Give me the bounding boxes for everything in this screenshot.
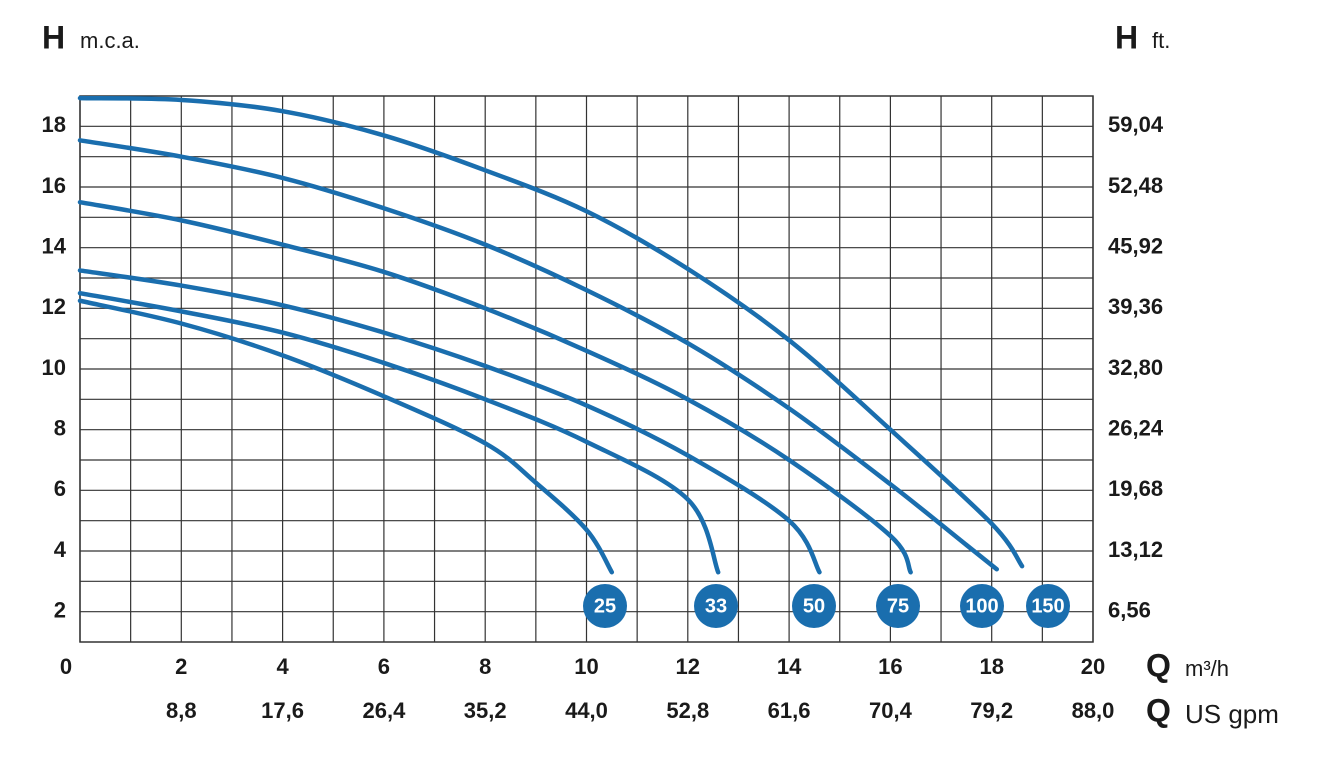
y-tick-label: 4	[54, 537, 67, 562]
x-tick-label: 2	[175, 654, 187, 679]
y2-tick-label: 52,48	[1108, 173, 1163, 198]
y2-tick-label: 39,36	[1108, 294, 1163, 319]
curve	[77, 290, 721, 575]
x-tick-label: 0	[60, 654, 72, 679]
x2-tick-label: 88,0	[1072, 698, 1115, 723]
x-tick-label: 18	[979, 654, 1003, 679]
y2-tick-label: 26,24	[1108, 415, 1164, 440]
x-tick-label: 12	[676, 654, 700, 679]
x2-tick-label: 17,6	[261, 698, 304, 723]
y2-axis-unit: ft.	[1152, 28, 1170, 53]
x2-axis-unit: US gpm	[1185, 699, 1279, 729]
y-axis-unit: m.c.a.	[80, 28, 140, 53]
y-tick-label: 14	[42, 233, 67, 258]
curve	[77, 298, 615, 575]
x2-tick-label: 26,4	[362, 698, 406, 723]
y-tick-label: 6	[54, 476, 66, 501]
y2-tick-label: 59,04	[1108, 112, 1164, 137]
curve-label: 100	[965, 595, 998, 617]
curve-label: 33	[705, 595, 727, 617]
y-tick-label: 8	[54, 415, 66, 440]
y-axis-symbol: H	[42, 19, 65, 55]
curve-badge	[694, 584, 738, 628]
y2-tick-label: 19,68	[1108, 476, 1163, 501]
curve	[77, 268, 822, 575]
x-tick-label: 20	[1081, 654, 1105, 679]
x2-tick-label: 70,4	[869, 698, 913, 723]
y2-tick-label: 32,80	[1108, 355, 1163, 380]
curve-label: 50	[803, 595, 825, 617]
x2-tick-label: 79,2	[970, 698, 1013, 723]
curve	[77, 95, 1025, 569]
y-tick-label: 12	[42, 294, 66, 319]
curve-label: 150	[1031, 595, 1064, 617]
x2-axis-symbol: Q	[1146, 692, 1171, 728]
x2-tick-label: 35,2	[464, 698, 507, 723]
curve-badge	[960, 584, 1004, 628]
curve-badge	[583, 584, 627, 628]
x-tick-label: 8	[479, 654, 491, 679]
x2-tick-label: 61,6	[768, 698, 811, 723]
x-tick-label: 4	[276, 654, 289, 679]
y-tick-label: 16	[42, 173, 66, 198]
y2-tick-label: 45,92	[1108, 233, 1163, 258]
x-axis-unit: m³/h	[1185, 656, 1229, 681]
curve-label: 75	[887, 595, 909, 617]
y2-tick-label: 6,56	[1108, 597, 1151, 622]
x-tick-label: 10	[574, 654, 598, 679]
x2-tick-label: 52,8	[666, 698, 709, 723]
curve-label: 25	[594, 595, 616, 617]
curve	[77, 199, 913, 575]
x-tick-label: 14	[777, 654, 802, 679]
curve-badge	[876, 584, 920, 628]
y-tick-label: 18	[42, 112, 66, 137]
x-tick-label: 6	[378, 654, 390, 679]
y-tick-label: 2	[54, 597, 66, 622]
x-tick-label: 16	[878, 654, 902, 679]
y-tick-label: 10	[42, 355, 66, 380]
curve	[77, 138, 1000, 572]
x-axis-symbol: Q	[1146, 647, 1171, 683]
y2-axis-symbol: H	[1115, 19, 1138, 55]
curve-badge	[1026, 584, 1070, 628]
x2-tick-label: 44,0	[565, 698, 608, 723]
plot-frame	[79, 95, 1094, 643]
x2-tick-label: 8,8	[166, 698, 197, 723]
y2-tick-label: 13,12	[1108, 537, 1163, 562]
curve-badge	[792, 584, 836, 628]
